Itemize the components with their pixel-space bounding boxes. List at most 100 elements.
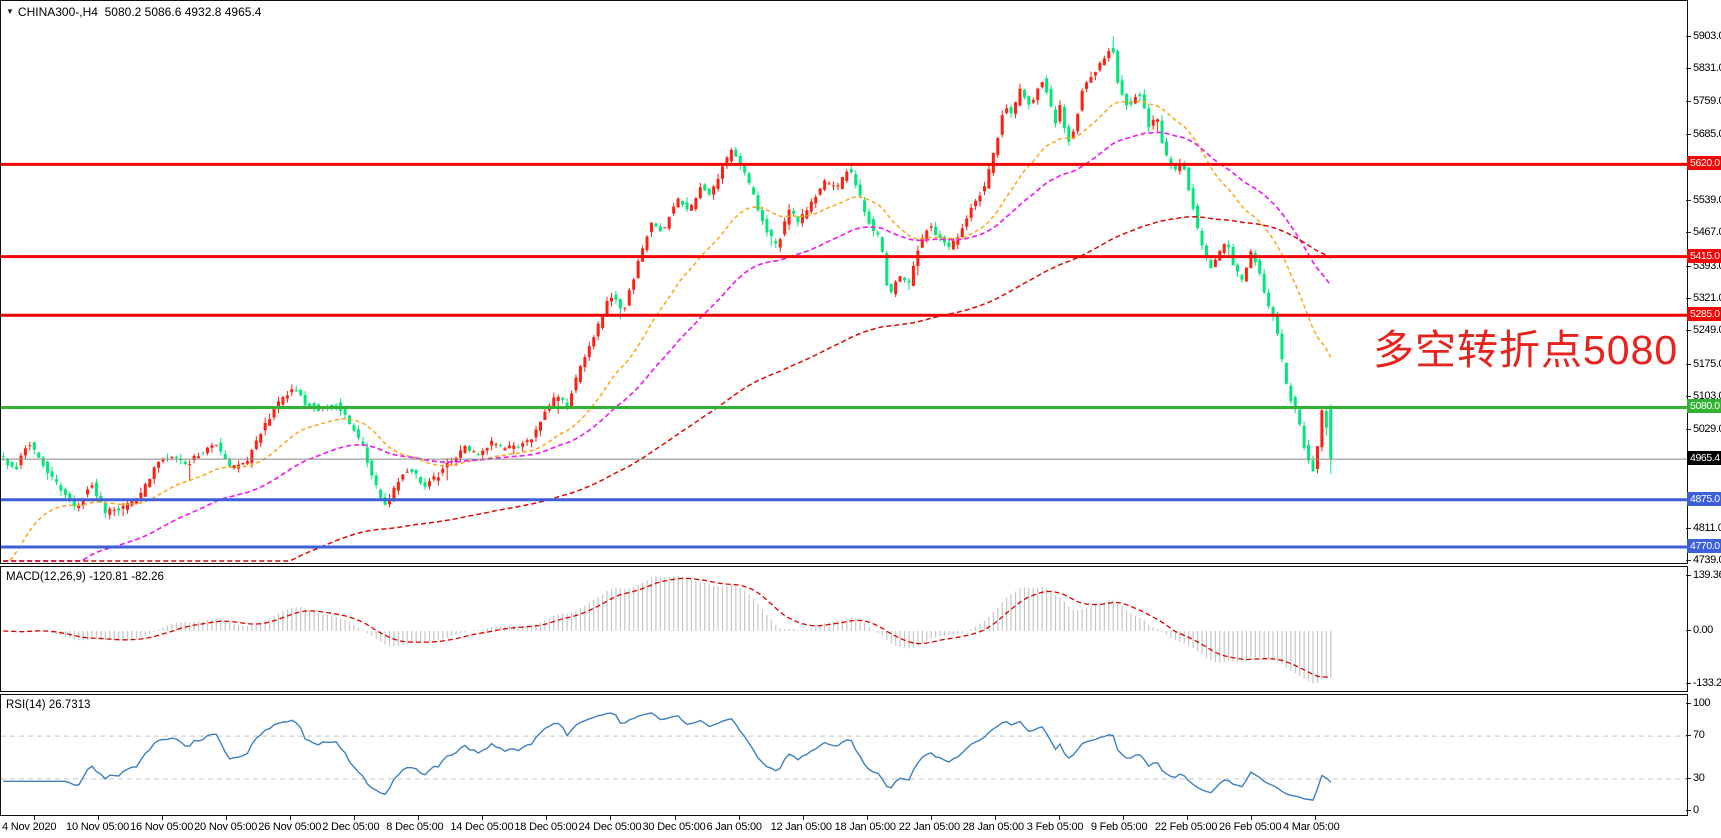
- time-tick-label: 10 Nov 05:00: [66, 821, 130, 833]
- price-axis[interactable]: 5903.05831.05759.05685.05539.05467.05393…: [1686, 0, 1721, 816]
- time-tick-label: 26 Nov 05:00: [258, 821, 322, 833]
- time-tick-label: 18 Jan 05:00: [834, 821, 896, 833]
- price-tick-label: 4811.0: [1693, 521, 1721, 534]
- rsi-tick-label: 70: [1693, 729, 1705, 742]
- time-tick-mark: [1058, 816, 1060, 820]
- time-tick-mark: [1315, 816, 1316, 820]
- rsi-line[interactable]: [3, 712, 1332, 801]
- time-tick-mark: [290, 816, 292, 820]
- rsi-tick-label: 30: [1693, 771, 1705, 784]
- price-tick-label: 5903.0: [1693, 30, 1721, 42]
- time-tick-mark: [482, 816, 484, 820]
- price-chart-canvas[interactable]: [1, 1, 1687, 563]
- time-tick-label: 16 Nov 05:00: [130, 821, 194, 833]
- rsi-tick-mark: [1686, 810, 1691, 811]
- rsi-tick-label: 0: [1693, 804, 1699, 816]
- macd-tick-mark: [1686, 575, 1691, 576]
- price-level-badge: 5620.0: [1687, 156, 1721, 171]
- rsi-tick-mark: [1686, 777, 1691, 779]
- rsi-canvas[interactable]: [1, 695, 1687, 815]
- price-tick-label: 5103.0: [1693, 390, 1721, 403]
- macd-tick-mark: [1686, 682, 1691, 684]
- time-tick-mark: [546, 816, 548, 820]
- time-tick-mark: [354, 816, 356, 820]
- price-tick-mark: [1686, 232, 1691, 234]
- macd-tick-label: 139.36: [1693, 569, 1721, 581]
- price-tick-label: 5685.0: [1693, 128, 1721, 141]
- macd-canvas[interactable]: [1, 567, 1687, 691]
- time-tick-mark: [418, 816, 420, 820]
- time-tick-label: 26 Feb 05:00: [1218, 821, 1282, 833]
- price-tick-mark: [1686, 396, 1691, 398]
- time-tick-label: 8 Dec 05:00: [386, 821, 444, 833]
- candlesticks-group[interactable]: [1, 36, 1333, 520]
- chart-ohlc-values: 5080.2 5086.6 4932.8 4965.4: [104, 5, 262, 19]
- time-tick-mark: [674, 816, 676, 820]
- price-tick-label: 5539.0: [1693, 193, 1721, 206]
- chart-symbol-header: ▼ CHINA300-,H4 5080.2 5086.6 4932.8 4965.…: [6, 5, 261, 19]
- rsi-indicator-label: RSI(14) 26.7313: [6, 699, 91, 711]
- rsi-tick-mark: [1686, 703, 1691, 704]
- price-tick-mark: [1686, 330, 1691, 332]
- time-tick-mark: [738, 816, 740, 820]
- macd-histogram[interactable]: [3, 576, 1332, 684]
- macd-indicator-label: MACD(12,26,9) -120.81 -82.26: [6, 571, 164, 583]
- price-level-badge: 5415.0: [1687, 248, 1721, 263]
- time-tick-mark: [1250, 816, 1252, 820]
- price-tick-label: 5321.0: [1693, 292, 1721, 304]
- time-tick-mark: [34, 816, 35, 820]
- current-price-badge: 4965.4: [1687, 451, 1721, 466]
- ma-fast-line[interactable]: [3, 100, 1332, 562]
- price-tick-label: 5467.0: [1693, 226, 1721, 239]
- ma-slow-line[interactable]: [3, 216, 1332, 562]
- price-annotation[interactable]: 多空转折点5080: [1373, 327, 1679, 373]
- time-tick-mark: [866, 816, 868, 820]
- price-tick-mark: [1686, 363, 1691, 365]
- symbol-period-label: CHINA300-,H4: [17, 5, 98, 19]
- time-tick-label: 12 Jan 05:00: [770, 821, 832, 833]
- time-tick-label: 20 Nov 05:00: [194, 821, 258, 833]
- time-tick-label: 30 Dec 05:00: [642, 821, 706, 833]
- price-chart-panel[interactable]: ▼ CHINA300-,H4 5080.2 5086.6 4932.8 4965.…: [0, 0, 1688, 564]
- time-tick-label: 22 Jan 05:00: [898, 821, 960, 833]
- price-tick-mark: [1686, 265, 1691, 267]
- macd-tick-label: -133.2: [1693, 676, 1721, 689]
- price-tick-mark: [1686, 527, 1691, 529]
- time-tick-mark: [802, 816, 804, 820]
- time-tick-label: 18 Dec 05:00: [514, 821, 578, 833]
- ma-mid-line[interactable]: [3, 131, 1332, 562]
- rsi-panel[interactable]: RSI(14) 26.7313: [0, 694, 1688, 816]
- price-tick-mark: [1686, 134, 1691, 136]
- price-tick-label: 4739.0: [1693, 554, 1721, 566]
- price-level-badge: 4875.0: [1687, 491, 1721, 506]
- time-axis[interactable]: 4 Nov 2020 10 Nov 05:00 16 Nov 05:00 20 Nov…: [0, 816, 1721, 838]
- time-tick-mark: [610, 816, 612, 820]
- price-level-badge: 5285.0: [1687, 307, 1721, 322]
- macd-tick-label: 0.00: [1693, 624, 1713, 636]
- macd-panel[interactable]: MACD(12,26,9) -120.81 -82.26: [0, 566, 1688, 692]
- price-tick-label: 5831.0: [1693, 62, 1721, 75]
- time-tick-mark: [1186, 816, 1188, 820]
- time-tick-label: 24 Dec 05:00: [578, 821, 642, 833]
- price-level-badge: 4770.0: [1687, 539, 1721, 554]
- symbol-dropdown-icon[interactable]: ▼: [6, 7, 14, 16]
- price-tick-mark: [1686, 100, 1691, 102]
- price-tick-label: 5175.0: [1693, 357, 1721, 370]
- price-tick-label: 5249.0: [1693, 324, 1721, 337]
- time-tick-mark: [994, 816, 996, 820]
- time-tick-label: 6 Jan 05:00: [706, 821, 762, 833]
- rsi-tick-label: 100: [1693, 697, 1711, 709]
- price-tick-mark: [1686, 298, 1691, 299]
- time-tick-label: 3 Feb 05:00: [1026, 821, 1084, 833]
- time-tick-label: 22 Feb 05:00: [1154, 821, 1218, 833]
- time-tick-mark: [1122, 816, 1124, 820]
- price-tick-label: 5029.0: [1693, 423, 1721, 436]
- macd-signal-line[interactable]: [3, 577, 1331, 678]
- price-tick-mark: [1686, 68, 1691, 70]
- time-tick-mark: [226, 816, 228, 820]
- time-tick-label: 14 Dec 05:00: [450, 821, 514, 833]
- rsi-tick-mark: [1686, 735, 1691, 737]
- time-tick-label: 2 Dec 05:00: [322, 821, 380, 833]
- price-tick-mark: [1686, 36, 1691, 37]
